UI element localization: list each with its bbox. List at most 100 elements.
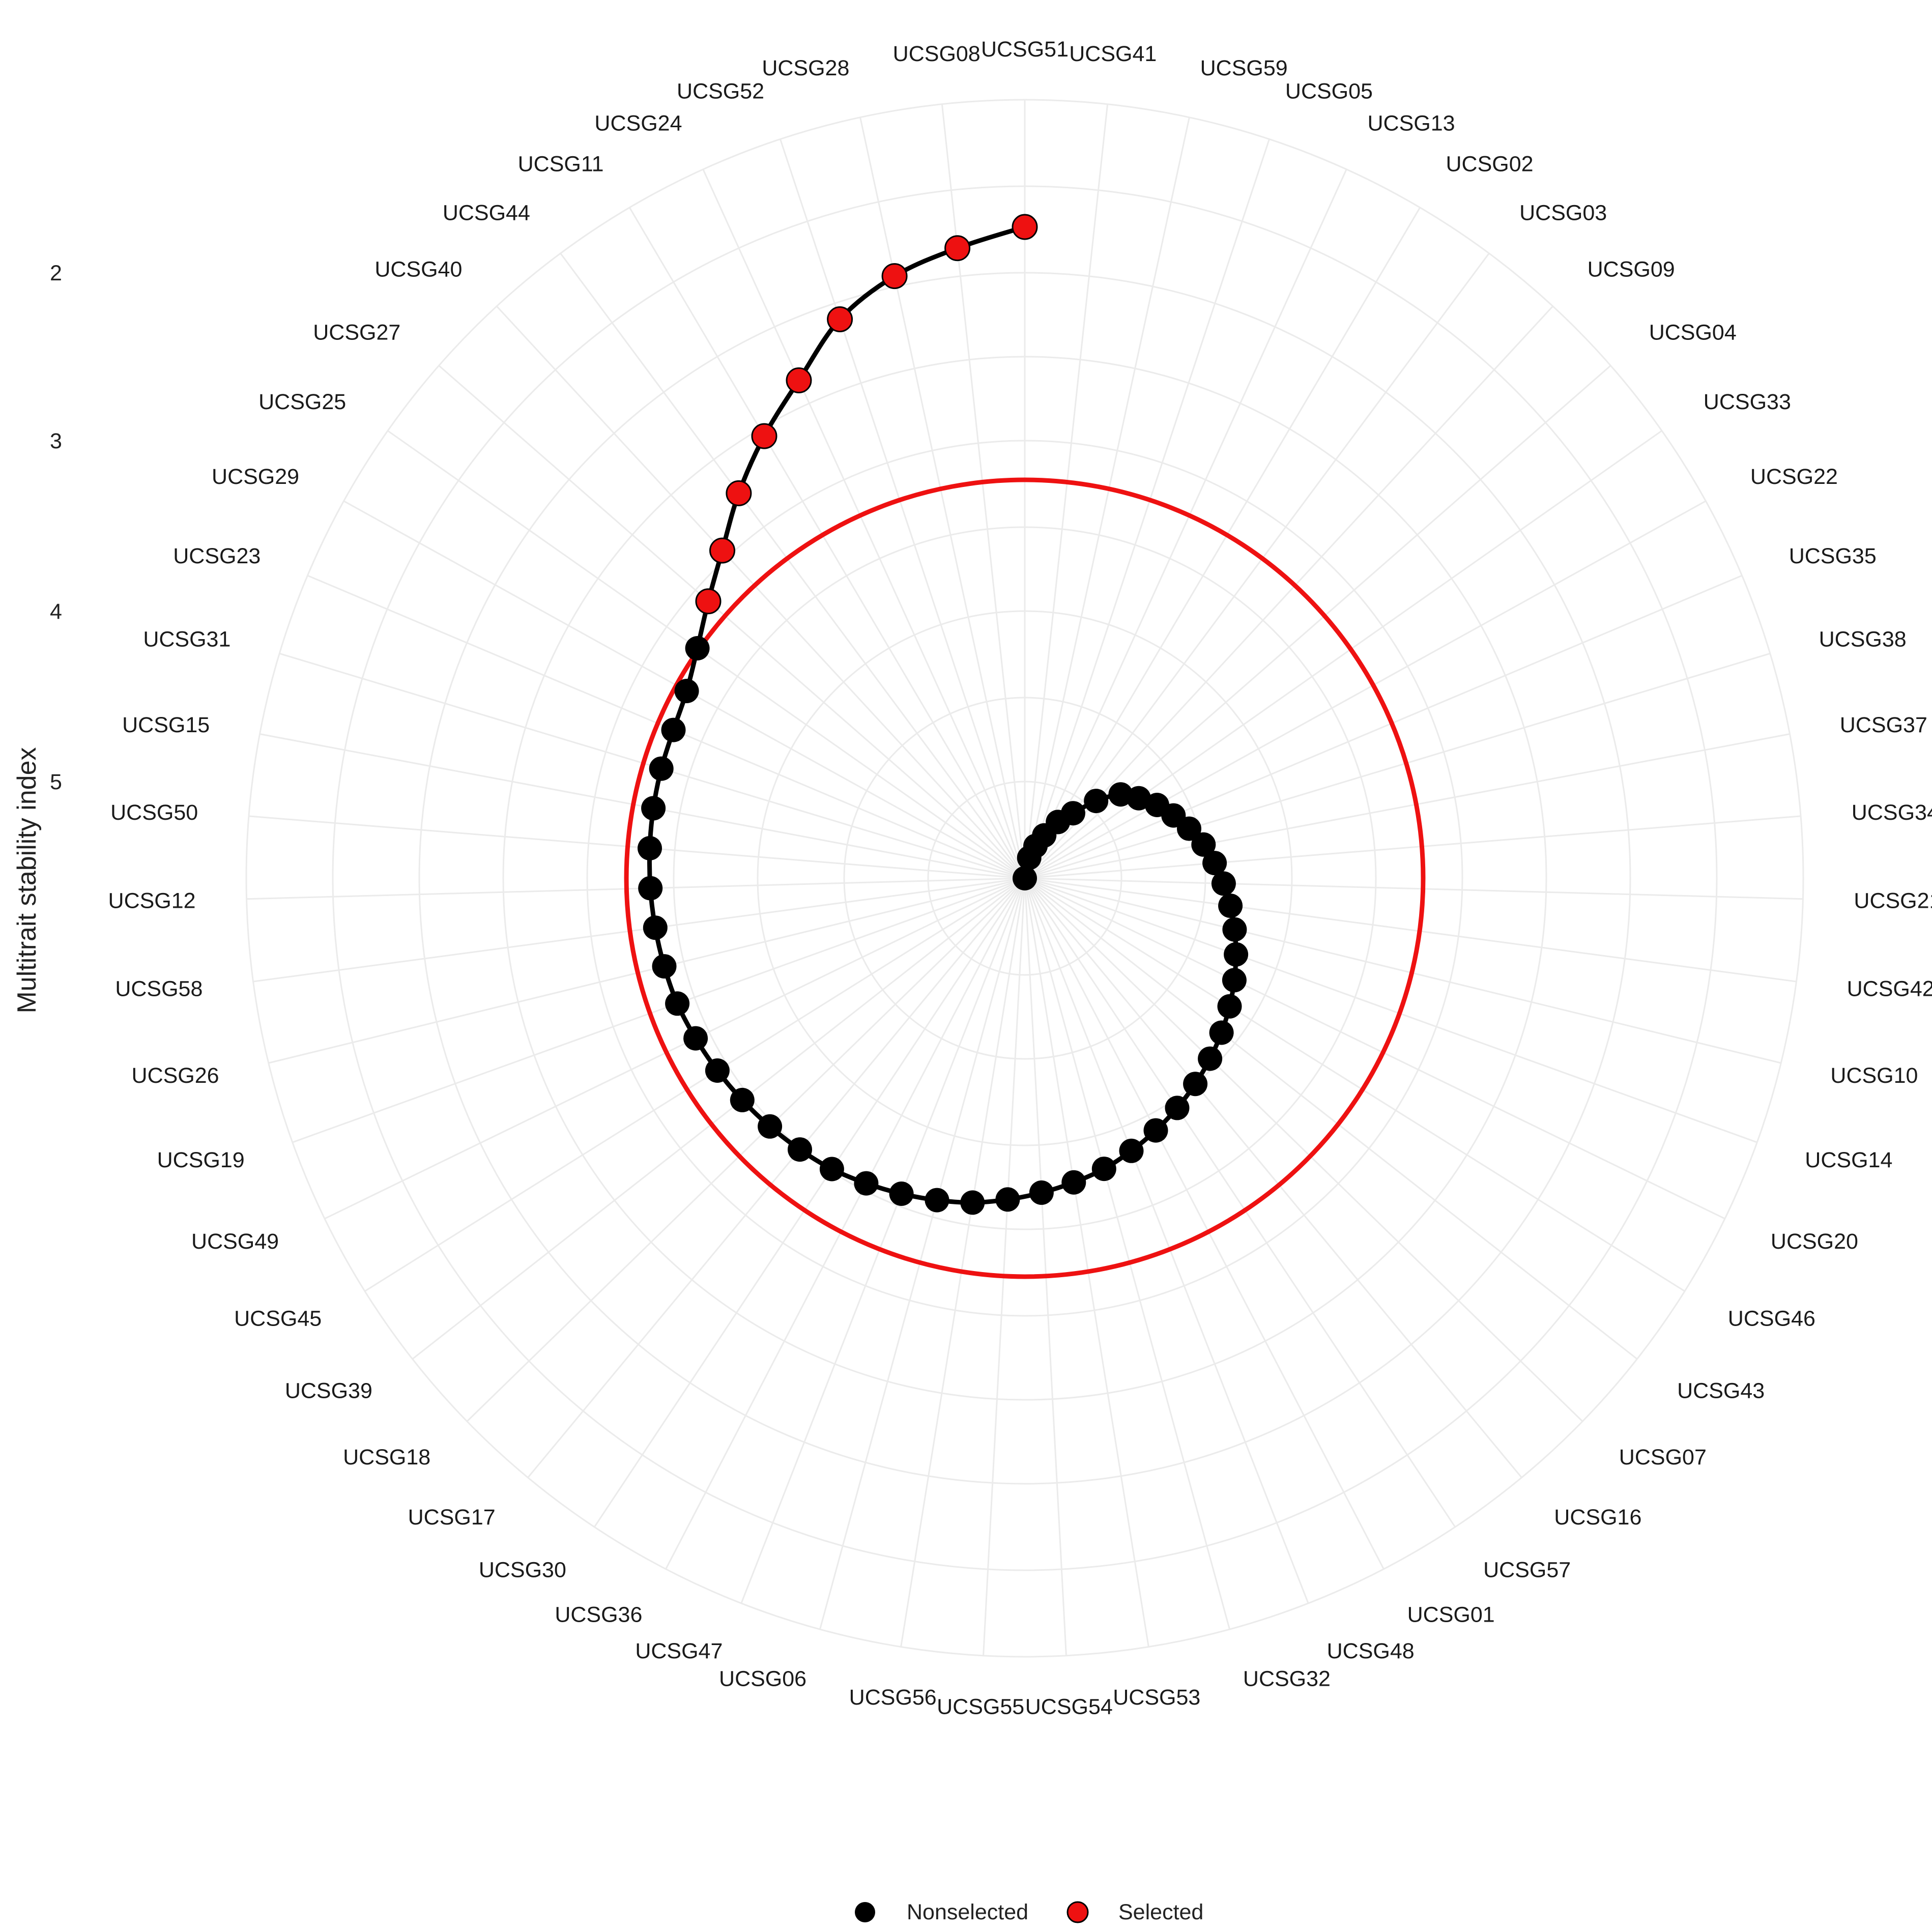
point-ucsg10 xyxy=(1222,917,1247,942)
grid-spoke xyxy=(292,877,1025,1143)
point-ucsg08 xyxy=(944,235,971,262)
genotype-label: UCSG23 xyxy=(173,544,261,568)
genotype-label: UCSG29 xyxy=(212,465,299,489)
point-ucsg37 xyxy=(1191,832,1216,857)
grid-spoke xyxy=(1024,430,1662,879)
point-ucsg34 xyxy=(1202,851,1227,876)
grid-spoke xyxy=(1024,878,1067,1656)
grid-spoke xyxy=(412,877,1025,1360)
grid-spoke xyxy=(1024,877,1583,1422)
genotype-label: UCSG54 xyxy=(1025,1695,1113,1719)
point-ucsg15 xyxy=(641,796,666,821)
grid-spoke xyxy=(859,117,1026,879)
genotype-label: UCSG18 xyxy=(343,1445,430,1470)
genotype-label: UCSG19 xyxy=(157,1148,245,1172)
grid-spoke xyxy=(941,104,1026,879)
grid-spoke xyxy=(1024,877,1803,900)
legend-marker-selected xyxy=(1066,1901,1089,1923)
grid-spoke xyxy=(1024,878,1230,1630)
grid-spoke xyxy=(438,365,1025,879)
radial-tick-label: 5 xyxy=(50,770,62,794)
genotype-label: UCSG13 xyxy=(1368,111,1455,136)
point-ucsg25 xyxy=(685,636,710,660)
selection-cutoff-circle xyxy=(624,477,1426,1279)
genotype-label: UCSG49 xyxy=(191,1229,279,1254)
legend-label-selected: Selected xyxy=(1118,1900,1203,1924)
grid-spoke xyxy=(1024,500,1707,879)
point-ucsg57 xyxy=(1165,1096,1190,1120)
point-ucsg50 xyxy=(638,836,662,860)
genotype-label: UCSG50 xyxy=(110,800,198,825)
point-ucsg51 xyxy=(1012,214,1038,240)
grid-spoke xyxy=(1024,877,1638,1360)
genotype-label: UCSG44 xyxy=(443,201,530,225)
point-ucsg04 xyxy=(1108,782,1133,807)
point-ucsg47 xyxy=(889,1182,914,1206)
point-ucsg21 xyxy=(1211,871,1236,896)
point-ucsg56 xyxy=(960,1190,985,1215)
genotype-label: UCSG56 xyxy=(849,1685,937,1710)
genotype-label: UCSG53 xyxy=(1113,1685,1200,1710)
grid-spoke xyxy=(1024,207,1421,879)
point-ucsg19 xyxy=(665,991,690,1016)
grid-spoke xyxy=(1024,138,1270,879)
point-ucsg14 xyxy=(1224,942,1249,967)
genotype-label: UCSG21 xyxy=(1854,888,1932,913)
genotype-label: UCSG55 xyxy=(937,1695,1024,1719)
y-axis-title: Multitrait stability index xyxy=(12,747,42,1013)
point-ucsg29 xyxy=(674,679,699,703)
point-ucsg58 xyxy=(643,915,668,940)
grid-spoke xyxy=(1024,877,1685,1292)
grid-spoke xyxy=(364,877,1025,1292)
point-ucsg55 xyxy=(995,1187,1020,1212)
grid-spoke xyxy=(900,878,1026,1647)
point-ucsg31 xyxy=(649,756,674,781)
genotype-label: UCSG01 xyxy=(1407,1602,1495,1627)
point-ucsg43 xyxy=(1209,1020,1234,1045)
genotype-label: UCSG32 xyxy=(1243,1667,1331,1691)
radial-tick-label: 3 xyxy=(50,429,62,453)
point-ucsg20 xyxy=(1222,968,1247,993)
genotype-label: UCSG15 xyxy=(122,713,210,737)
genotype-label: UCSG22 xyxy=(1750,465,1838,489)
point-ucsg30 xyxy=(819,1157,844,1182)
grid-spoke xyxy=(1024,878,1522,1478)
grid-spoke xyxy=(1024,652,1771,879)
genotype-label: UCSG08 xyxy=(893,42,981,66)
point-ucsg26 xyxy=(652,954,677,979)
grid-spoke xyxy=(246,877,1025,900)
genotype-label: UCSG42 xyxy=(1847,976,1932,1001)
genotype-label: UCSG30 xyxy=(479,1558,566,1582)
point-ucsg16 xyxy=(1183,1072,1208,1097)
point-ucsg41 xyxy=(1013,866,1037,890)
genotype-label: UCSG45 xyxy=(234,1307,322,1331)
genotype-label: UCSG34 xyxy=(1852,800,1932,825)
grid-spoke xyxy=(1024,117,1190,879)
grid-spoke xyxy=(268,877,1025,1064)
grid-spoke xyxy=(665,878,1026,1570)
genotype-label: UCSG52 xyxy=(677,79,764,104)
stability-line xyxy=(647,224,1238,1205)
grid-spoke xyxy=(527,878,1026,1478)
grid-spoke xyxy=(560,252,1026,879)
genotype-label: UCSG35 xyxy=(1789,544,1877,568)
point-ucsg23 xyxy=(661,717,686,742)
point-ucsg18 xyxy=(758,1114,783,1139)
grid-spoke xyxy=(1024,878,1456,1528)
grid-spoke xyxy=(1024,733,1790,879)
grid-spoke xyxy=(1024,574,1743,879)
genotype-label: UCSG31 xyxy=(143,627,230,651)
genotype-label: UCSG41 xyxy=(1069,42,1157,66)
genotype-label: UCSG06 xyxy=(719,1667,806,1691)
point-ucsg46 xyxy=(1217,994,1242,1019)
grid-spoke xyxy=(1024,877,1797,983)
point-ucsg06 xyxy=(925,1188,949,1213)
grid-spoke xyxy=(628,207,1026,879)
genotype-label: UCSG46 xyxy=(1728,1307,1815,1331)
grid-spoke xyxy=(253,877,1025,983)
genotype-label: UCSG47 xyxy=(635,1639,723,1663)
genotype-label: UCSG37 xyxy=(1840,713,1927,737)
legend: Nonselected Selected xyxy=(855,1900,1203,1924)
genotype-label: UCSG25 xyxy=(258,390,346,414)
